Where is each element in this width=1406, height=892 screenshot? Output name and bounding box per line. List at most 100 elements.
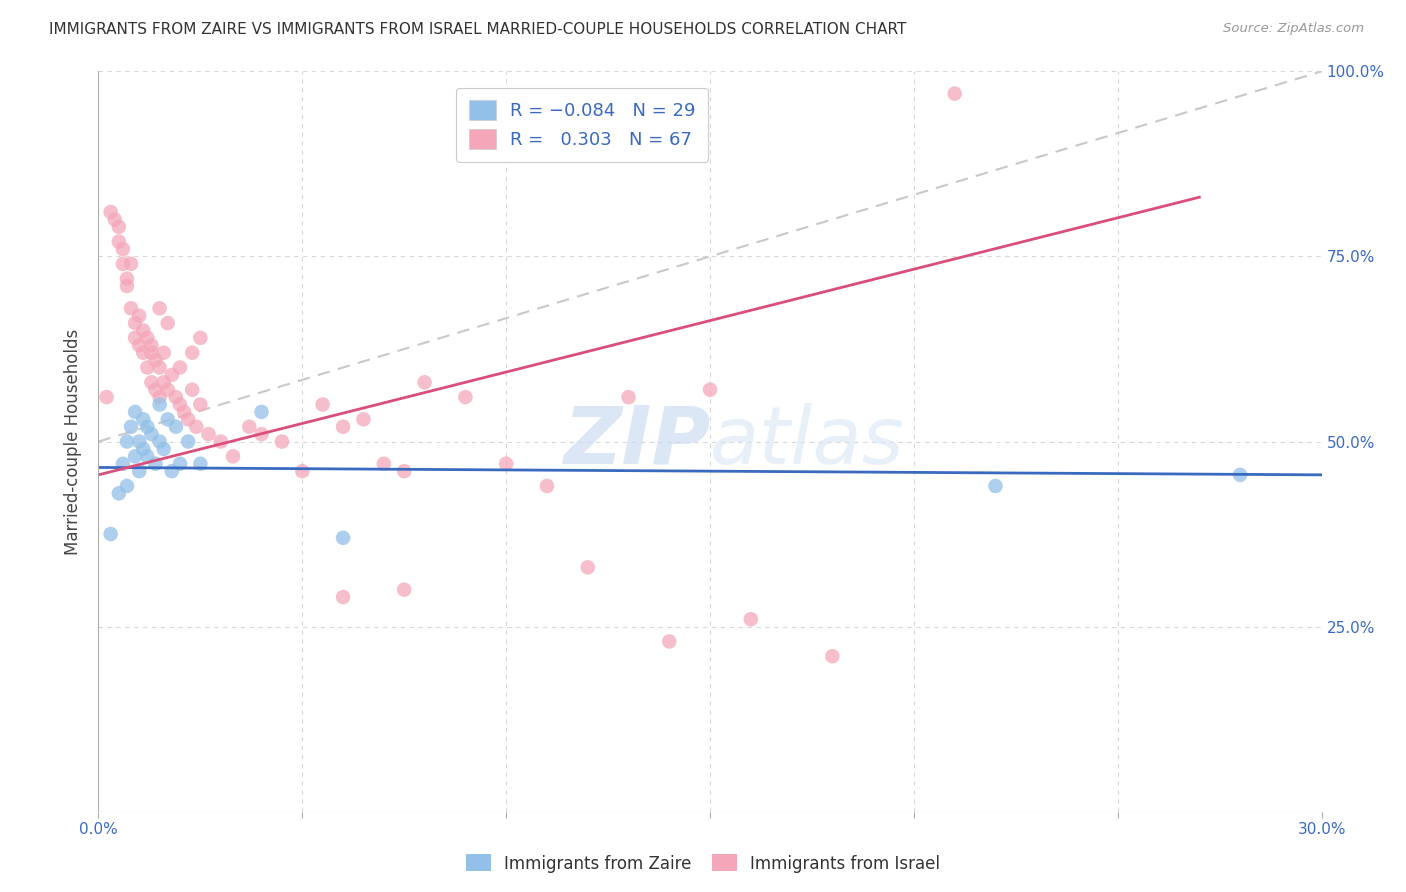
Point: [120, 419, 142, 434]
Point: [156, 383, 179, 397]
Point: [108, 486, 131, 500]
Point: [145, 353, 167, 368]
Point: [108, 235, 131, 249]
Y-axis label: Married-couple Households: Married-couple Households: [65, 328, 83, 555]
Point: [413, 376, 436, 390]
Point: [128, 464, 150, 478]
Point: [177, 412, 200, 426]
Point: [132, 442, 155, 456]
Point: [111, 242, 134, 256]
Point: [188, 331, 212, 345]
Text: atlas: atlas: [710, 402, 905, 481]
Text: Source: ZipAtlas.com: Source: ZipAtlas.com: [1223, 22, 1364, 36]
Text: IMMIGRANTS FROM ZAIRE VS IMMIGRANTS FROM ISRAEL MARRIED-COUPLE HOUSEHOLDS CORREL: IMMIGRANTS FROM ZAIRE VS IMMIGRANTS FROM…: [49, 22, 907, 37]
Point: [149, 390, 172, 404]
Point: [352, 412, 374, 426]
Point: [943, 87, 966, 101]
Point: [120, 301, 142, 316]
Point: [165, 390, 187, 404]
Point: [188, 398, 212, 412]
Point: [576, 560, 599, 574]
Point: [120, 257, 142, 271]
Text: ZIP: ZIP: [562, 402, 710, 481]
Point: [821, 649, 844, 664]
Point: [115, 279, 138, 293]
Point: [132, 324, 155, 338]
Point: [373, 457, 395, 471]
Point: [149, 398, 172, 412]
Point: [141, 338, 163, 352]
Point: [136, 360, 159, 375]
Point: [181, 345, 204, 359]
Point: [222, 450, 245, 464]
Point: [115, 479, 138, 493]
Point: [149, 301, 172, 316]
Point: [250, 405, 273, 419]
Point: [96, 390, 118, 404]
Point: [291, 464, 314, 478]
Point: [699, 383, 721, 397]
Point: [136, 450, 159, 464]
Point: [169, 360, 191, 375]
Point: [145, 383, 167, 397]
Point: [740, 612, 762, 626]
Point: [136, 331, 159, 345]
Point: [984, 479, 1007, 493]
Point: [169, 457, 191, 471]
Point: [197, 427, 219, 442]
Point: [141, 345, 163, 359]
Point: [149, 434, 172, 449]
Point: [152, 376, 174, 390]
Point: [152, 442, 174, 456]
Point: [312, 398, 335, 412]
Point: [160, 368, 183, 382]
Point: [169, 398, 191, 412]
Point: [392, 582, 416, 597]
Point: [124, 316, 146, 330]
Point: [536, 479, 558, 493]
Point: [128, 434, 150, 449]
Point: [141, 427, 163, 442]
Point: [128, 309, 150, 323]
Point: [1229, 467, 1251, 482]
Point: [124, 331, 146, 345]
Point: [128, 338, 150, 352]
Point: [181, 383, 204, 397]
Point: [250, 427, 273, 442]
Point: [658, 634, 681, 648]
Point: [132, 345, 155, 359]
Point: [173, 405, 195, 419]
Point: [115, 271, 138, 285]
Point: [152, 345, 174, 359]
Point: [238, 419, 260, 434]
Point: [270, 434, 294, 449]
Point: [617, 390, 640, 404]
Point: [149, 360, 172, 375]
Point: [111, 457, 134, 471]
Point: [111, 257, 134, 271]
Point: [145, 457, 167, 471]
Point: [454, 390, 477, 404]
Point: [136, 419, 159, 434]
Point: [165, 419, 187, 434]
Point: [141, 376, 163, 390]
Point: [495, 457, 517, 471]
Point: [104, 212, 127, 227]
Point: [124, 405, 146, 419]
Point: [100, 205, 122, 219]
Legend: R = −0.084   N = 29, R =   0.303   N = 67: R = −0.084 N = 29, R = 0.303 N = 67: [456, 87, 709, 161]
Point: [392, 464, 416, 478]
Point: [124, 450, 146, 464]
Point: [332, 590, 354, 604]
Point: [177, 434, 200, 449]
Point: [332, 419, 354, 434]
Point: [108, 219, 131, 234]
Legend: Immigrants from Zaire, Immigrants from Israel: Immigrants from Zaire, Immigrants from I…: [460, 847, 946, 880]
Point: [100, 527, 122, 541]
Point: [209, 434, 232, 449]
Point: [332, 531, 354, 545]
Point: [156, 412, 179, 426]
Point: [186, 419, 208, 434]
Point: [188, 457, 212, 471]
Point: [132, 412, 155, 426]
